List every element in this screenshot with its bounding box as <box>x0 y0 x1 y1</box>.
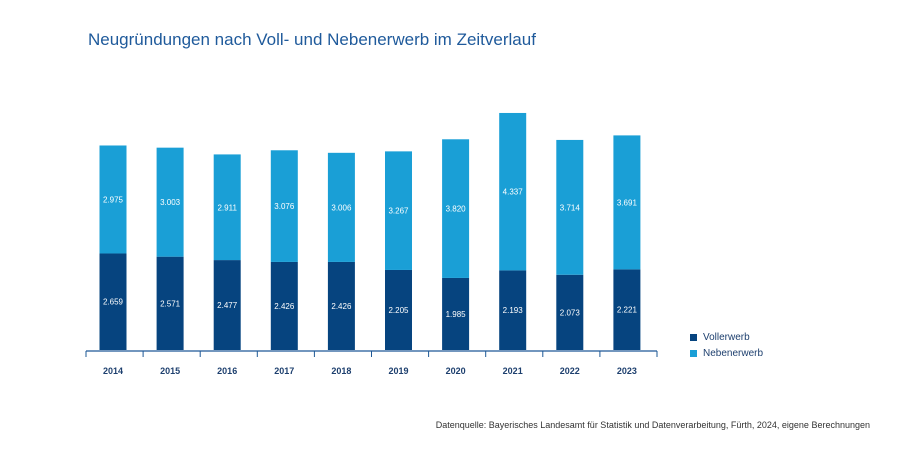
data-label-vollerwerb: 2.221 <box>617 306 638 315</box>
data-label-nebenerwerb: 3.691 <box>617 198 638 207</box>
data-label-vollerwerb: 1.985 <box>446 310 467 319</box>
bar-nebenerwerb <box>442 139 470 278</box>
legend-swatch-vollerwerb <box>690 333 697 341</box>
bar-vollerwerb <box>156 256 184 350</box>
legend-item-nebenerwerb: Nebenerwerb <box>690 345 763 361</box>
x-tick-label: 2023 <box>617 366 637 376</box>
x-tick-label: 2014 <box>103 366 123 376</box>
bar-nebenerwerb <box>156 147 184 257</box>
data-label-nebenerwerb: 3.714 <box>560 203 581 212</box>
data-label-vollerwerb: 2.205 <box>388 306 409 315</box>
data-label-vollerwerb: 2.073 <box>560 308 581 317</box>
data-source-note: Datenquelle: Bayerisches Landesamt für S… <box>435 420 870 430</box>
x-tick-label: 2021 <box>503 366 523 376</box>
legend-label-nebenerwerb: Nebenerwerb <box>703 347 764 359</box>
bar-nebenerwerb <box>499 112 527 271</box>
data-label-vollerwerb: 2.571 <box>160 299 181 308</box>
legend: Vollerwerb Nebenerwerb <box>690 329 763 361</box>
bar-vollerwerb <box>99 253 127 350</box>
data-label-vollerwerb: 2.426 <box>274 302 295 311</box>
bar-vollerwerb <box>613 269 641 350</box>
bar-vollerwerb <box>556 274 584 350</box>
bar-vollerwerb <box>442 277 470 350</box>
data-label-vollerwerb: 2.477 <box>217 301 238 310</box>
data-label-nebenerwerb: 3.820 <box>446 205 467 214</box>
bar-nebenerwerb <box>613 135 641 270</box>
bar-vollerwerb <box>270 261 298 350</box>
data-label-vollerwerb: 2.659 <box>103 298 124 307</box>
legend-item-vollerwerb: Vollerwerb <box>690 329 763 345</box>
bar-vollerwerb <box>213 260 241 350</box>
bar-nebenerwerb <box>213 154 241 261</box>
bar-vollerwerb <box>385 269 412 350</box>
x-tick-label: 2019 <box>388 366 408 376</box>
x-tick-label: 2020 <box>446 366 466 376</box>
x-tick-label: 2018 <box>331 366 351 376</box>
legend-label-vollerwerb: Vollerwerb <box>703 331 750 343</box>
bar-nebenerwerb <box>556 139 584 275</box>
data-label-nebenerwerb: 3.076 <box>274 202 295 211</box>
data-label-nebenerwerb: 3.006 <box>331 203 352 212</box>
x-tick-label: 2017 <box>274 366 294 376</box>
data-label-vollerwerb: 2.193 <box>503 306 524 315</box>
x-ticks: 2014 2015 2016 2017 2018 2019 2020 2021 2022 2023 <box>85 351 658 376</box>
bar-nebenerwerb <box>99 145 127 254</box>
data-label-nebenerwerb: 4.337 <box>503 188 524 197</box>
bar-vollerwerb <box>499 270 527 350</box>
x-tick-label: 2022 <box>560 366 580 376</box>
data-label-vollerwerb: 2.426 <box>331 302 352 311</box>
chart-title: Neugründungen nach Voll- und Nebenerwerb… <box>88 30 536 49</box>
data-label-nebenerwerb: 2.911 <box>217 203 237 212</box>
bar-nebenerwerb <box>327 152 355 262</box>
bar-vollerwerb <box>327 261 355 350</box>
bar-nebenerwerb <box>385 151 412 270</box>
data-label-nebenerwerb: 3.003 <box>160 198 181 207</box>
data-label-nebenerwerb: 3.267 <box>388 207 409 216</box>
x-tick-label: 2016 <box>217 366 237 376</box>
bars-group: 2.659 2.975 2.571 3.003 2.477 2.911 2.426 3.076… <box>99 112 641 350</box>
x-tick-label: 2015 <box>160 366 180 376</box>
bar-nebenerwerb <box>270 150 298 262</box>
data-label-nebenerwerb: 2.975 <box>103 195 124 204</box>
legend-swatch-nebenerwerb <box>690 349 697 357</box>
